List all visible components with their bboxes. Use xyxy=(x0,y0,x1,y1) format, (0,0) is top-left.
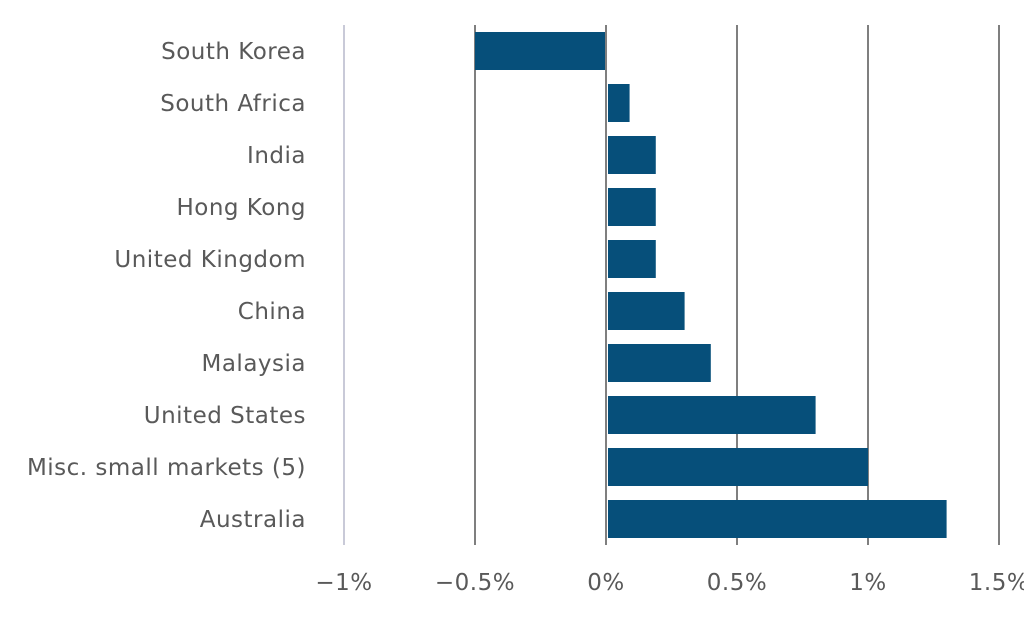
category-label: China xyxy=(238,299,306,325)
bar xyxy=(608,292,685,330)
x-tick-label: −0.5% xyxy=(435,570,515,596)
category-label: United States xyxy=(144,403,306,429)
x-tick-label: 0.5% xyxy=(707,570,767,596)
bar xyxy=(608,396,816,434)
bar xyxy=(608,500,947,538)
category-label: South Korea xyxy=(161,39,306,65)
category-labels: South Korea South Africa India Hong Kong Uni… xyxy=(27,39,306,533)
bar xyxy=(608,240,656,278)
gridlines xyxy=(343,25,1000,545)
bar xyxy=(608,448,868,486)
bar xyxy=(608,136,656,174)
bar xyxy=(608,188,656,226)
category-label: United Kingdom xyxy=(114,247,306,273)
category-label: Malaysia xyxy=(201,351,306,377)
category-label: Hong Kong xyxy=(176,195,306,221)
bar xyxy=(475,32,605,70)
x-tick-label: −1% xyxy=(315,570,372,596)
category-label: Australia xyxy=(200,507,306,533)
category-label: South Africa xyxy=(160,91,306,117)
bars xyxy=(475,32,947,538)
x-tick-labels: −1% −0.5% 0% 0.5% 1% 1.5% xyxy=(315,570,1024,596)
bar xyxy=(608,84,630,122)
category-label: India xyxy=(247,143,306,169)
x-tick-label: 1.5% xyxy=(969,570,1024,596)
bar xyxy=(608,344,711,382)
x-tick-label: 0% xyxy=(587,570,625,596)
x-tick-label: 1% xyxy=(849,570,887,596)
category-label: Misc. small markets (5) xyxy=(27,455,306,481)
